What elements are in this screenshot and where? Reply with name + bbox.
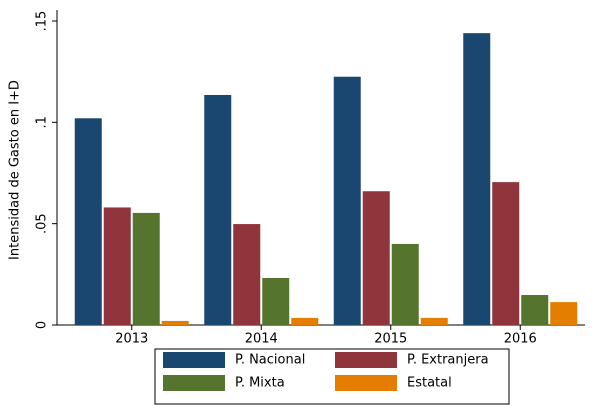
- bar: [262, 277, 290, 325]
- legend-label: Estatal: [407, 376, 452, 391]
- legend-swatch: [335, 375, 397, 391]
- bar: [391, 243, 419, 325]
- legend-swatch: [163, 375, 225, 391]
- bar: [463, 33, 491, 325]
- bar: [333, 76, 361, 325]
- bar: [204, 94, 232, 326]
- bar: [233, 224, 261, 325]
- legend-swatch: [163, 352, 225, 368]
- bar: [132, 212, 160, 325]
- bar: [103, 207, 131, 325]
- legend-label: P. Nacional: [235, 353, 305, 368]
- legend-label: P. Extranjera: [407, 353, 489, 368]
- x-tick-label: 2013: [115, 332, 148, 347]
- y-tick-label: .05: [35, 213, 50, 234]
- bar: [492, 182, 520, 325]
- y-tick-label: 0: [35, 321, 50, 329]
- legend-swatch: [335, 352, 397, 368]
- y-tick-label: .1: [35, 116, 50, 128]
- bar: [291, 317, 319, 325]
- bar: [550, 302, 578, 325]
- x-tick-label: 2015: [374, 332, 407, 347]
- bar: [74, 118, 102, 325]
- bar: [362, 191, 390, 325]
- x-tick-label: 2016: [504, 332, 537, 347]
- legend-label: P. Mixta: [235, 376, 285, 391]
- x-tick-label: 2014: [245, 332, 278, 347]
- bar: [420, 317, 448, 325]
- bar: [521, 295, 549, 325]
- bar: [161, 320, 189, 325]
- y-axis-title: Intensidad de Gasto en I+D: [8, 80, 23, 260]
- y-tick-label: .15: [35, 11, 50, 32]
- legend-box: [154, 348, 510, 405]
